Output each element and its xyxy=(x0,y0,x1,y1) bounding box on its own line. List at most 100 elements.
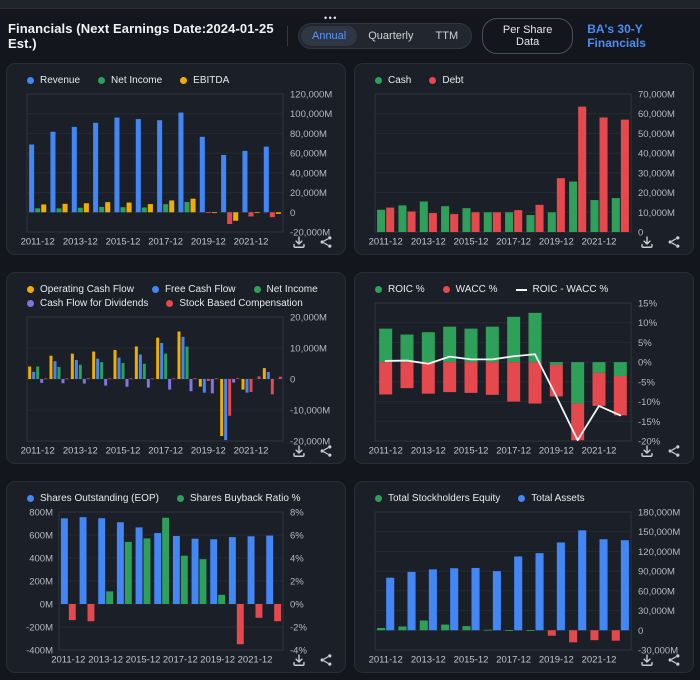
chart-canvas-cash-debt: 70,000M 60,000M 50,000M 40,000M 30,000M 20,00… xyxy=(369,90,675,248)
svg-text:2011-12: 2011-12 xyxy=(51,655,85,666)
svg-text:2%: 2% xyxy=(290,577,304,588)
download-icon[interactable] xyxy=(640,235,654,249)
legend-item[interactable]: Cash xyxy=(375,75,411,86)
tab-annual[interactable]: Annual xyxy=(300,26,358,46)
svg-text:0M: 0M xyxy=(40,600,53,611)
top-divider xyxy=(0,0,700,9)
legend-item[interactable]: Operating Cash Flow xyxy=(27,284,134,295)
download-icon[interactable] xyxy=(292,653,306,667)
svg-text:2017-12: 2017-12 xyxy=(148,446,183,457)
legend-label: Total Stockholders Equity xyxy=(388,493,501,504)
legend-label: Shares Buyback Ratio % xyxy=(189,493,301,504)
legend-dot-icon xyxy=(375,495,382,502)
legend-item[interactable]: Free Cash Flow xyxy=(151,284,236,295)
legend-dot-icon xyxy=(27,495,34,502)
legend-label: Shares Outstanding (EOP) xyxy=(40,493,159,504)
panel-actions xyxy=(292,235,333,249)
svg-text:-15%: -15% xyxy=(638,417,661,428)
legend-dot-icon xyxy=(176,495,184,502)
header-divider xyxy=(287,26,288,46)
svg-text:60,000M: 60,000M xyxy=(638,586,675,597)
legend-item[interactable]: WACC % xyxy=(442,284,498,295)
legend-dot-icon xyxy=(27,77,34,84)
chart-canvas-equity-total-assets: 180,000M 150,000M 120,000M 90,000M 60,000M 30… xyxy=(369,508,680,666)
svg-text:2013-12: 2013-12 xyxy=(411,237,446,248)
svg-text:0: 0 xyxy=(638,626,643,637)
download-icon[interactable] xyxy=(292,235,306,249)
legend-label: WACC % xyxy=(455,284,498,295)
share-icon[interactable] xyxy=(319,444,333,458)
share-icon[interactable] xyxy=(667,444,681,458)
legend-dot-icon xyxy=(375,286,382,293)
chart-canvas-roic-wacc: 15% 10% 5% 0% -5% -10% -15% -20% 2011-12 2013-12 2… xyxy=(369,299,661,457)
ba-30y-financials-link[interactable]: BA's 30-Y Financials xyxy=(587,22,646,50)
svg-text:60,000M: 60,000M xyxy=(290,149,327,160)
chart-plot-area: 15% 10% 5% 0% -5% -10% -15% -20% 2011-12 2013-12 2… xyxy=(369,298,683,459)
more-options-handle[interactable]: ••• xyxy=(323,13,338,23)
legend-item[interactable]: Revenue xyxy=(27,75,80,86)
legend-dot-icon xyxy=(166,300,174,307)
download-icon[interactable] xyxy=(292,444,306,458)
legend-label: Cash Flow for Dividends xyxy=(40,298,149,309)
chart-legend: ROIC % WACC % ROIC - WACC % xyxy=(369,282,683,298)
legend-item[interactable]: ROIC % xyxy=(375,284,425,295)
svg-text:20,000M: 20,000M xyxy=(290,313,327,324)
svg-text:2013-12: 2013-12 xyxy=(411,446,446,457)
tab-ttm[interactable]: TTM xyxy=(425,26,470,46)
legend-item[interactable]: Stock Based Compensation xyxy=(166,298,303,309)
legend-item[interactable]: Cash Flow for Dividends xyxy=(27,298,148,309)
chart-panel-roic-wacc: ROIC % WACC % ROIC - WACC % 15% 10% 5% 0% -5% -1… xyxy=(354,272,694,464)
svg-text:20,000M: 20,000M xyxy=(290,188,327,199)
svg-text:2011-12: 2011-12 xyxy=(369,237,403,248)
svg-text:8%: 8% xyxy=(290,508,304,519)
svg-text:30,000M: 30,000M xyxy=(638,168,675,179)
legend-item[interactable]: Net Income xyxy=(98,75,162,86)
svg-text:150,000M: 150,000M xyxy=(638,527,680,538)
svg-text:2015-12: 2015-12 xyxy=(454,446,489,457)
legend-item[interactable]: Shares Outstanding (EOP) xyxy=(27,493,159,504)
chart-legend: Shares Outstanding (EOP) Shares Buyback R… xyxy=(21,491,335,507)
svg-text:20,000M: 20,000M xyxy=(638,188,675,199)
chart-legend: Total Stockholders Equity Total Assets xyxy=(369,491,683,507)
per-share-data-button[interactable]: Per Share Data xyxy=(482,18,574,54)
legend-item[interactable]: Total Assets xyxy=(518,493,585,504)
svg-text:2021-12: 2021-12 xyxy=(582,446,617,457)
header-controls: ••• Annual Quarterly TTM Per Share Data BA… xyxy=(287,13,692,54)
svg-text:40,000M: 40,000M xyxy=(290,168,327,179)
svg-text:0: 0 xyxy=(290,375,295,386)
svg-text:30,000M: 30,000M xyxy=(638,606,675,617)
svg-text:2013-12: 2013-12 xyxy=(63,237,98,248)
svg-text:2013-12: 2013-12 xyxy=(88,655,123,666)
share-icon[interactable] xyxy=(319,653,333,667)
legend-label: Revenue xyxy=(40,75,81,86)
chart-plot-area: 20,000M 10,000M 0 -10,000M -20,000M 2011-12 20… xyxy=(21,312,335,459)
svg-text:-10,000M: -10,000M xyxy=(290,406,330,417)
legend-item[interactable]: Debt xyxy=(429,75,463,86)
panel-actions xyxy=(640,653,681,667)
chart-legend: Operating Cash Flow Free Cash Flow Net Inc… xyxy=(21,282,335,312)
svg-text:0: 0 xyxy=(638,228,643,239)
share-icon[interactable] xyxy=(667,235,681,249)
svg-text:-2%: -2% xyxy=(290,623,307,634)
share-icon[interactable] xyxy=(667,653,681,667)
panel-actions xyxy=(292,444,333,458)
svg-text:5%: 5% xyxy=(638,338,652,349)
svg-text:-20%: -20% xyxy=(638,437,661,448)
legend-label: Total Assets xyxy=(531,493,585,504)
legend-item[interactable]: EBITDA xyxy=(180,75,229,86)
download-icon[interactable] xyxy=(640,444,654,458)
legend-dot-icon xyxy=(375,77,382,84)
share-icon[interactable] xyxy=(319,235,333,249)
legend-item[interactable]: Net Income xyxy=(253,284,318,295)
svg-text:40,000M: 40,000M xyxy=(638,149,675,160)
legend-label: Stock Based Compensation xyxy=(179,298,303,309)
svg-text:2013-12: 2013-12 xyxy=(411,655,446,666)
legend-item[interactable]: Total Stockholders Equity xyxy=(375,493,500,504)
svg-text:2013-12: 2013-12 xyxy=(63,446,98,457)
download-icon[interactable] xyxy=(640,653,654,667)
legend-item[interactable]: Shares Buyback Ratio % xyxy=(176,493,301,504)
svg-text:2015-12: 2015-12 xyxy=(454,655,489,666)
panels-grid: Revenue Net Income EBITDA 120,000M 100,000M 8… xyxy=(6,63,694,673)
tab-quarterly[interactable]: Quarterly xyxy=(357,26,424,46)
legend-item[interactable]: ROIC - WACC % xyxy=(515,284,608,295)
